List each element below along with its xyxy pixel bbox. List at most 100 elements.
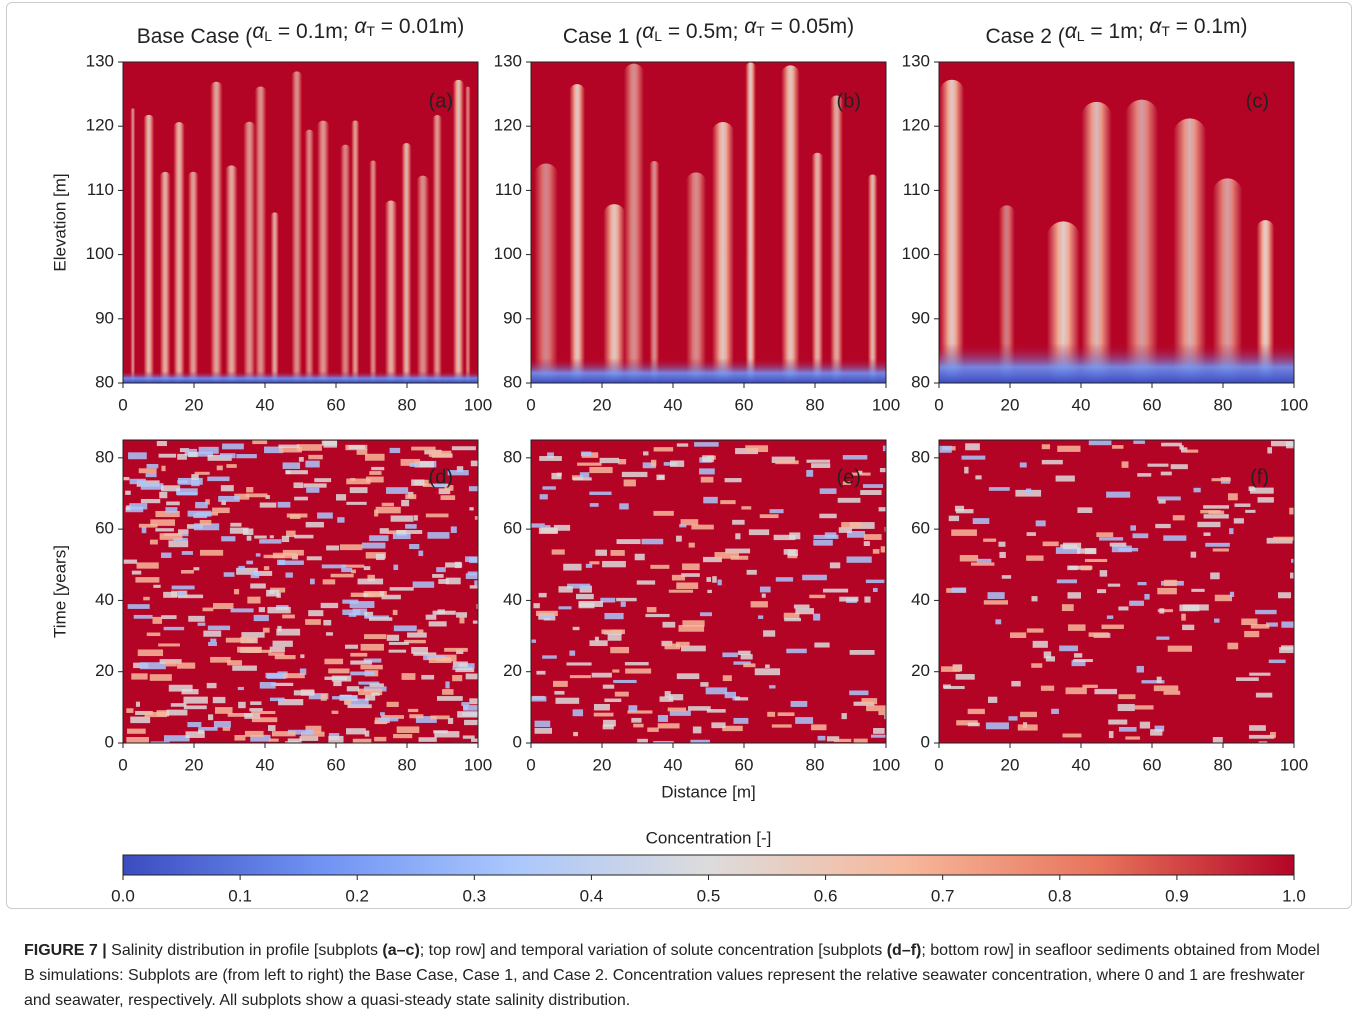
- field-patch: [324, 658, 344, 665]
- field-patch: [613, 679, 637, 684]
- x-tick-label: 40: [664, 395, 683, 414]
- field-patch: [589, 561, 600, 565]
- field-patch: [166, 501, 180, 506]
- field-patch: [421, 674, 435, 680]
- field-patch: [438, 488, 451, 495]
- field-patch: [790, 700, 808, 707]
- field-patch: [1203, 505, 1230, 509]
- title-subscript: L: [654, 28, 662, 44]
- field-patch: [436, 696, 463, 701]
- field-patch: [149, 539, 158, 545]
- field-patch: [314, 478, 332, 483]
- title-part: = 0.1m;: [272, 20, 354, 43]
- field-patch: [274, 655, 296, 660]
- field-patch: [707, 589, 712, 594]
- field-patch: [1214, 618, 1220, 623]
- field-patch: [250, 701, 262, 705]
- x-tick-label: 40: [256, 395, 275, 414]
- field-patch: [809, 594, 826, 599]
- field-patch: [769, 509, 784, 514]
- field-plume: [867, 174, 878, 383]
- field-patch: [246, 487, 254, 493]
- field-patch: [417, 629, 424, 634]
- field-patch: [432, 574, 444, 578]
- field-patch: [645, 613, 670, 618]
- field-patch: [180, 570, 194, 574]
- field-patch: [599, 457, 620, 464]
- field-patch: [670, 460, 685, 467]
- field-patch: [411, 479, 425, 486]
- field-patch: [872, 587, 878, 592]
- field-patch: [463, 705, 478, 711]
- field-patch: [542, 486, 556, 490]
- field-patch: [436, 567, 446, 573]
- field-plume: [416, 175, 430, 383]
- field-plume: [1256, 220, 1275, 383]
- field-patch: [379, 528, 389, 534]
- field-patch: [165, 660, 177, 667]
- y-tick-label: 130: [86, 51, 114, 70]
- field-patch: [967, 722, 980, 727]
- field-patch: [1055, 475, 1075, 482]
- field-patch: [1137, 582, 1147, 586]
- x-tick-label: 20: [185, 755, 204, 774]
- field-patch: [1190, 551, 1197, 558]
- field-patch: [129, 503, 148, 510]
- field-patch: [603, 719, 616, 727]
- field-patch: [538, 527, 558, 534]
- field-patch: [277, 501, 291, 508]
- field-patch: [221, 536, 236, 542]
- field-patch: [214, 707, 233, 714]
- field-patch: [536, 670, 546, 675]
- field-patch: [826, 736, 840, 742]
- field-patch: [245, 493, 268, 498]
- field-patch: [1071, 660, 1086, 667]
- field-patch: [264, 446, 284, 454]
- field-patch: [177, 662, 196, 669]
- field-patch: [321, 564, 346, 569]
- field-patch: [878, 507, 886, 512]
- field-patch: [882, 445, 886, 452]
- field-plume: [270, 212, 279, 383]
- field-patch: [369, 617, 393, 621]
- title-symbol: α: [642, 20, 655, 43]
- field-patch: [361, 542, 386, 549]
- field-patch: [725, 548, 751, 554]
- field-plume: [745, 62, 756, 383]
- field-patch: [1056, 579, 1077, 584]
- field-patch: [389, 447, 401, 454]
- fresh-band: [531, 358, 886, 383]
- field-patch: [784, 617, 801, 622]
- field-plume: [939, 79, 965, 383]
- field-patch: [769, 685, 776, 689]
- field-patch: [137, 649, 164, 657]
- field-patch: [310, 578, 315, 585]
- field-patch: [690, 739, 710, 743]
- x-tick-label: 20: [185, 395, 204, 414]
- field-patch: [351, 569, 356, 574]
- field-patch: [425, 614, 437, 620]
- field-patch: [386, 487, 409, 494]
- field-patch: [1094, 688, 1118, 695]
- field-patch: [401, 499, 410, 507]
- field-patch: [140, 498, 161, 504]
- field-patch: [187, 510, 212, 517]
- y-tick-label: 90: [95, 308, 114, 327]
- field-plume: [254, 86, 267, 383]
- field-patch: [271, 682, 294, 687]
- field-plume: [187, 171, 199, 383]
- field-patch: [1245, 509, 1256, 513]
- field-patch: [250, 572, 260, 579]
- field-patch: [390, 515, 414, 522]
- y-tick-label: 0: [105, 732, 114, 751]
- x-tick-label: 80: [806, 395, 825, 414]
- field-patch: [700, 682, 709, 687]
- field-patch: [775, 577, 794, 582]
- field-patch: [567, 583, 591, 589]
- field-patch: [1082, 684, 1098, 688]
- field-patch: [144, 711, 168, 718]
- field-patch: [168, 540, 189, 548]
- field-patch: [662, 621, 676, 628]
- field-patch: [1057, 445, 1081, 452]
- field-patch: [1026, 555, 1044, 561]
